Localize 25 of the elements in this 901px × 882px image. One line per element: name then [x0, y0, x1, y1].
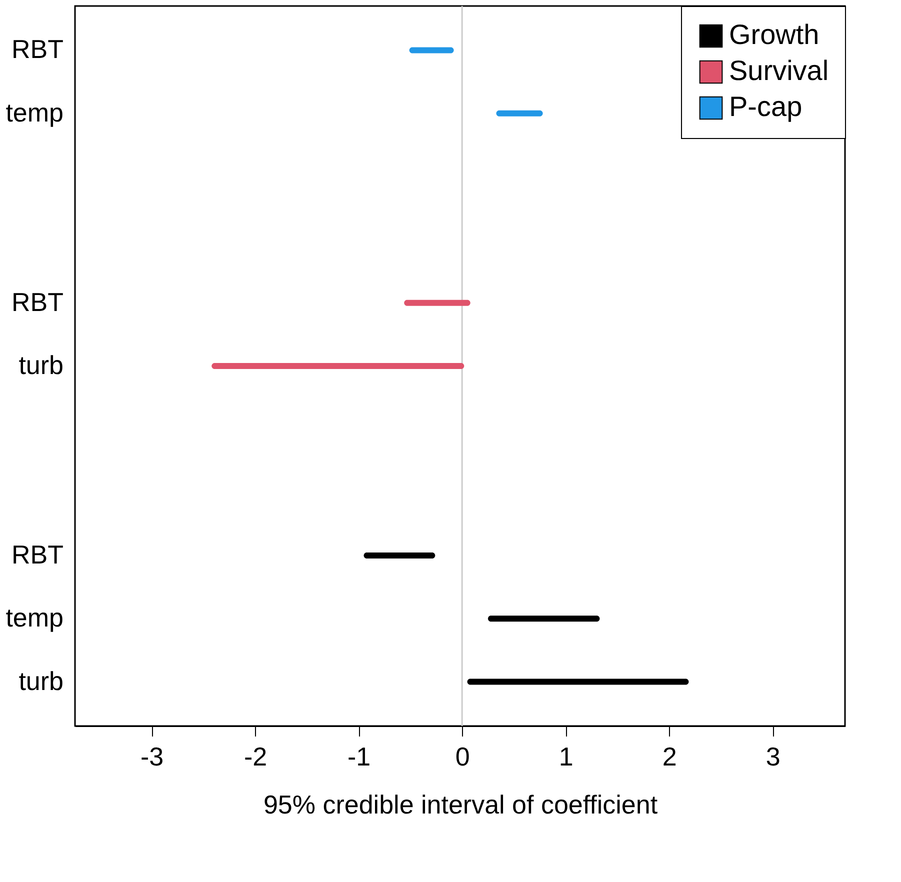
bar	[467, 678, 689, 685]
x-tick-label: 0	[455, 742, 470, 772]
x-tick-label: 2	[662, 742, 677, 772]
y-tick-label: RBT	[12, 539, 64, 570]
y-tick-label: turb	[18, 666, 64, 696]
bar	[404, 300, 470, 306]
bar	[364, 552, 436, 558]
x-tick-label: -2	[244, 742, 268, 772]
legend-label: P-cap	[729, 91, 802, 122]
y-tick-label: RBT	[12, 286, 64, 317]
legend-label: Growth	[729, 19, 820, 50]
x-axis-title: 95% credible interval of coefficient	[263, 790, 658, 820]
bar	[409, 47, 454, 54]
x-tick-label: -3	[140, 742, 164, 772]
y-tick-label: RBT	[12, 34, 64, 64]
bar	[212, 363, 464, 369]
legend-label: Survival	[729, 55, 829, 86]
bar	[496, 110, 543, 116]
y-tick-label: temp	[6, 97, 64, 128]
bar	[488, 616, 600, 622]
x-tick-label: 1	[558, 742, 574, 772]
x-tick-label: 3	[766, 742, 780, 772]
y-tick-label: temp	[6, 602, 64, 633]
y-tick-label: turb	[18, 350, 64, 380]
x-tick-label: -1	[348, 742, 371, 772]
